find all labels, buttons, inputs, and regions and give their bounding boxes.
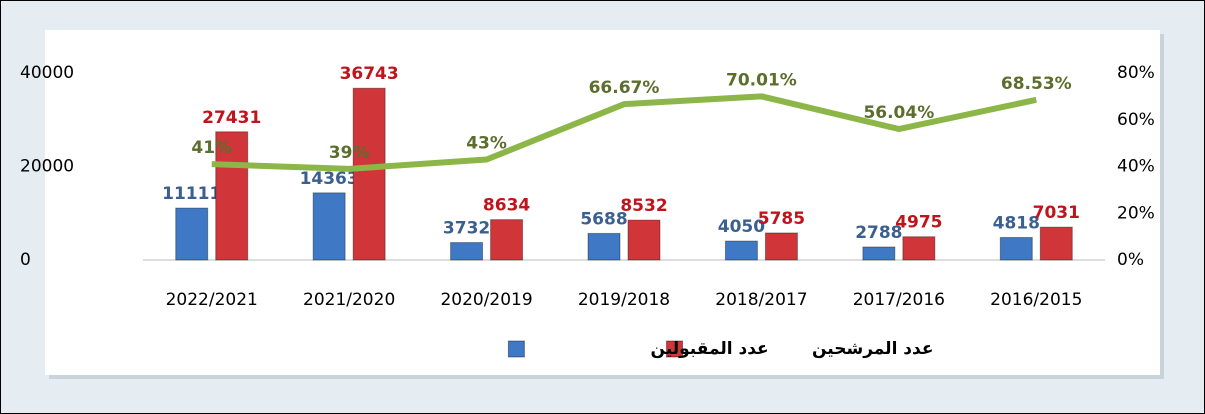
x-tick-label: 2016/2015 [990,290,1082,310]
y2-tick-label: 80% [1117,63,1155,83]
bar-value-label: 8634 [483,196,530,216]
bar [450,242,484,261]
x-tick-label: 2022/2021 [166,290,258,310]
bar [352,87,386,261]
bar-value-label: 2788 [855,223,902,243]
y2-tick-label: 40% [1117,157,1155,177]
line-value-label: 39% [329,143,370,163]
y2-tick-label: 20% [1117,203,1155,223]
bar [175,207,209,261]
bar-value-label: 7031 [1033,203,1080,223]
y2-tick-label: 0% [1117,250,1144,270]
y-tick-label: 0 [20,250,31,270]
bar [902,236,936,261]
bar [215,131,249,261]
line-value-label: 66.67% [589,78,660,98]
x-tick-label: 2020/2019 [440,290,532,310]
legend-swatch [666,340,684,358]
legend-label: عدد المرشحين [812,339,933,359]
bar [587,232,621,261]
bar-value-label: 27431 [202,108,261,128]
bar-value-label: 11111 [162,184,221,204]
bar-value-label: 36743 [340,64,399,84]
bar-value-label: 4975 [895,213,942,233]
bar [764,232,798,261]
legend-label: عدد المقبولين [651,339,769,359]
y2-tick-label: 60% [1117,110,1155,130]
x-tick-label: 2019/2018 [578,290,670,310]
line-value-label: 70.01% [726,70,797,90]
y-tick-label: 40000 [20,63,74,83]
x-tick-label: 2021/2020 [303,290,395,310]
bar [490,219,524,261]
bar [627,219,661,261]
bar [1039,226,1073,261]
line-value-label: 68.53% [1001,74,1072,94]
line-value-label: 41% [191,138,232,158]
bar-value-label: 5688 [580,209,627,229]
y-tick-label: 20000 [20,157,74,177]
bar-value-label: 5785 [758,209,805,229]
x-tick-label: 2018/2017 [715,290,807,310]
line-value-label: 56.04% [863,103,934,123]
bar-value-label: 4818 [993,213,1040,233]
legend-swatch [507,340,525,358]
x-tick-label: 2017/2016 [853,290,945,310]
bar-value-label: 4050 [718,217,765,237]
bar [724,240,758,261]
bar [312,192,346,261]
bar [862,246,896,261]
line [211,93,1037,172]
bar-value-label: 3732 [443,219,490,239]
line-value-label: 43% [466,133,507,153]
bar [999,236,1033,261]
bar-value-label: 14363 [300,169,359,189]
bar-value-label: 8532 [620,196,667,216]
